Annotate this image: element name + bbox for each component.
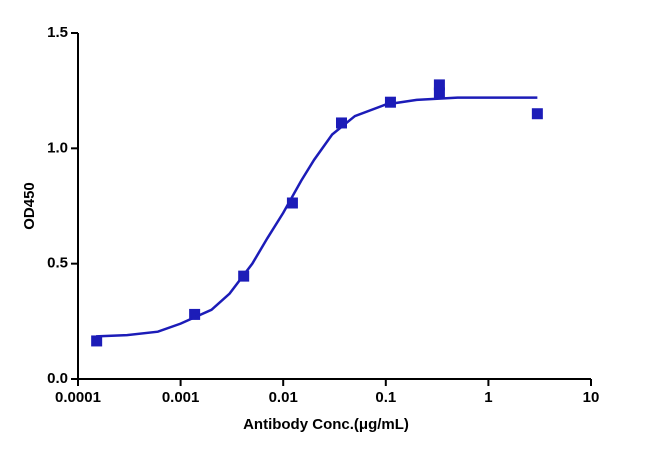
x-tick-label: 0.0001 bbox=[55, 389, 101, 406]
y-tick-label: 0.5 bbox=[47, 255, 68, 272]
data-point bbox=[335, 117, 347, 129]
x-tick-label: 0.001 bbox=[162, 389, 200, 406]
data-point bbox=[384, 96, 396, 108]
x-tick-label: 1 bbox=[484, 389, 492, 406]
data-point bbox=[286, 197, 298, 209]
y-axis-label: OD450 bbox=[21, 182, 38, 230]
x-tick-label: 0.01 bbox=[269, 389, 298, 406]
x-tick-label: 10 bbox=[583, 389, 600, 406]
x-tick-label: 0.1 bbox=[375, 389, 396, 406]
y-tick-label: 1.5 bbox=[47, 24, 68, 41]
data-point bbox=[433, 87, 445, 99]
fit-curve bbox=[96, 96, 538, 338]
data-point bbox=[531, 108, 543, 120]
y-tick-label: 1.0 bbox=[47, 139, 68, 156]
data-point bbox=[189, 308, 201, 320]
data-point bbox=[433, 79, 445, 91]
x-axis-label: Antibody Conc.(μg/mL) bbox=[243, 416, 409, 433]
data-point bbox=[91, 335, 103, 347]
y-tick-label: 0.0 bbox=[47, 370, 68, 387]
